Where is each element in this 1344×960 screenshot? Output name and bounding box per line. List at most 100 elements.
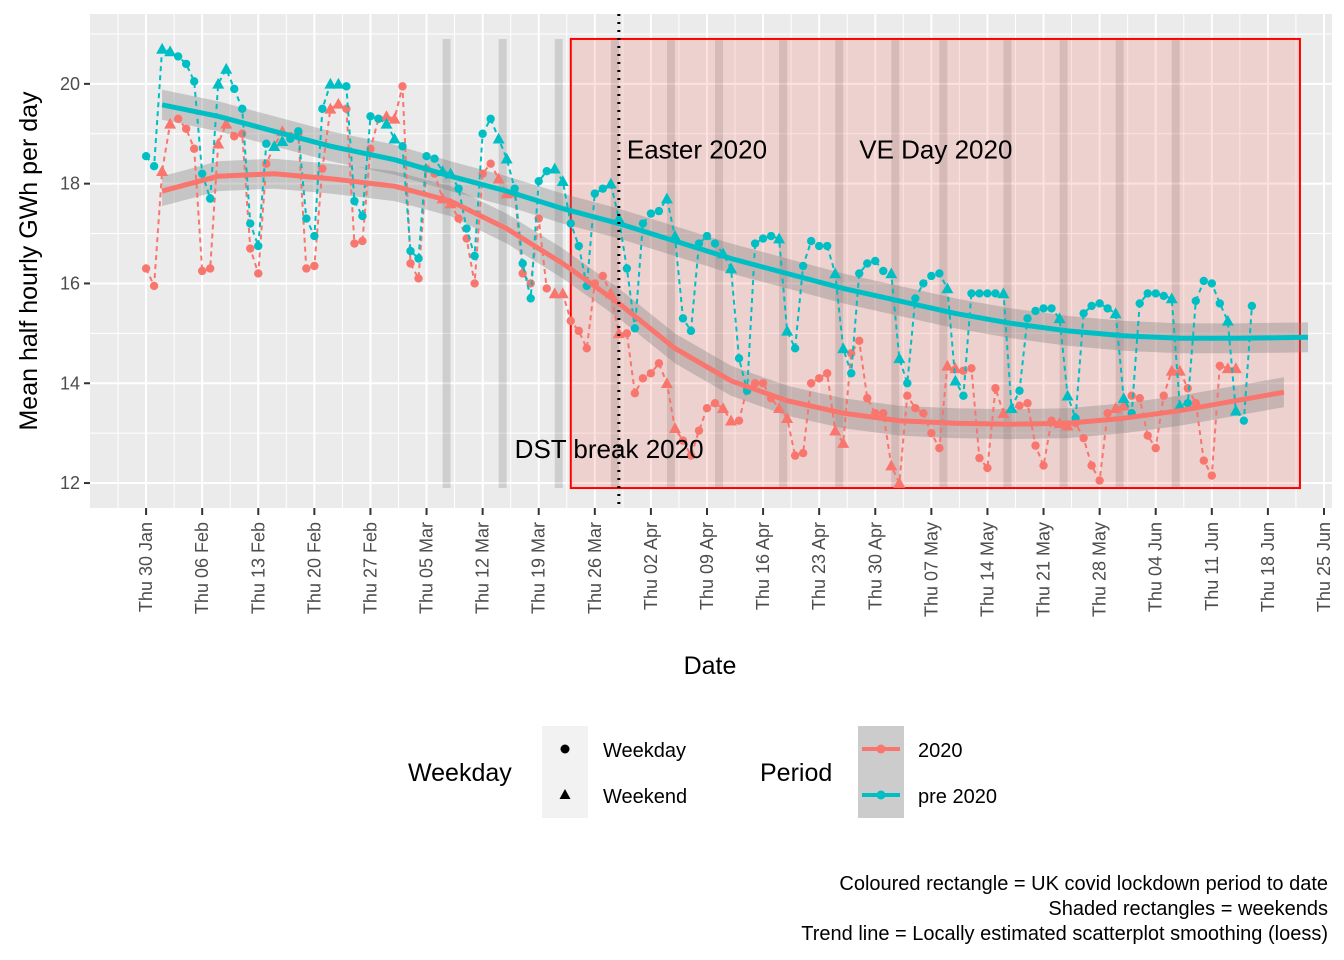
data-point-weekday <box>302 214 311 223</box>
data-point-weekday <box>919 408 928 418</box>
legend: Weekday Weekday Weekend Period 2020 pre … <box>408 726 997 818</box>
data-point-weekday <box>646 369 656 378</box>
data-point-weekday <box>975 289 984 298</box>
data-point-weekend <box>893 477 906 488</box>
data-point-weekend <box>212 137 225 149</box>
data-point-weekday <box>173 114 183 123</box>
data-point-weekend <box>220 117 233 129</box>
data-point-weekend <box>837 437 850 448</box>
data-point-weekend <box>500 152 513 164</box>
data-point-weekday <box>967 364 976 373</box>
data-point-weekend <box>380 110 393 122</box>
data-point-weekday <box>1183 399 1192 408</box>
data-point-weekday <box>1143 289 1152 298</box>
data-point-weekday <box>1207 279 1217 288</box>
data-point-weekend <box>380 117 393 129</box>
data-point-weekday <box>590 189 600 198</box>
data-point-weekday <box>750 379 760 388</box>
data-point-weekday <box>526 294 535 303</box>
data-point-weekday <box>1095 476 1104 485</box>
x-tick-label: Thu 27 Feb <box>360 522 380 614</box>
data-point-weekday <box>566 316 575 326</box>
data-point-weekend <box>660 377 673 389</box>
data-point-weekday <box>197 169 207 178</box>
data-point-weekday <box>470 279 479 288</box>
x-tick-label: Thu 09 Apr <box>697 522 717 610</box>
data-point-weekend <box>717 402 730 414</box>
data-point-weekend <box>668 422 681 433</box>
data-point-weekday <box>1135 299 1144 308</box>
data-point-weekend <box>324 102 337 114</box>
data-point-weekend <box>1117 399 1130 411</box>
data-point-weekday <box>1031 306 1040 316</box>
x-tick-label: Thu 11 Jun <box>1202 522 1222 611</box>
weekend-rectangle <box>1115 38 1124 489</box>
legend-weekday-label: Weekday <box>603 740 686 762</box>
data-point-weekday <box>598 271 608 281</box>
data-point-weekday <box>1135 394 1144 403</box>
data-point-weekday <box>790 451 800 460</box>
data-point-weekday <box>230 132 239 141</box>
data-point-weekday <box>406 246 415 256</box>
data-point-weekday <box>822 369 832 378</box>
data-point-weekend <box>949 374 962 386</box>
data-point-weekday <box>927 271 936 281</box>
data-point-weekday <box>1087 301 1096 311</box>
data-point-weekday <box>1151 289 1160 298</box>
data-point-weekday <box>806 236 816 246</box>
data-point-weekend <box>829 424 842 436</box>
weekend-rectangle <box>939 38 948 489</box>
data-point-weekend <box>388 132 401 144</box>
data-point-weekday <box>173 52 183 61</box>
data-point-weekend <box>492 132 505 144</box>
legend-2020-label: 2020 <box>918 740 963 762</box>
data-point-weekday <box>1047 304 1056 313</box>
weekend-shading <box>442 38 1180 489</box>
x-tick-label: Thu 05 Mar <box>417 522 437 614</box>
data-point-weekday <box>582 344 591 353</box>
data-point-weekend <box>773 232 786 244</box>
trend-lines <box>161 102 1309 427</box>
data-point-weekday <box>454 184 463 193</box>
data-point-weekday <box>847 369 856 378</box>
data-point-weekday <box>486 159 495 168</box>
data-point-weekday <box>863 259 872 268</box>
data-point-weekend <box>885 267 898 279</box>
data-point-weekday <box>855 269 864 278</box>
data-point-weekday <box>1247 301 1257 311</box>
data-point-weekday <box>919 279 928 288</box>
data-point-weekday <box>630 324 640 333</box>
data-point-weekend <box>1165 364 1178 376</box>
data-point-weekday <box>646 209 656 218</box>
x-tick-label: Thu 04 Jun <box>1146 522 1166 612</box>
data-point-weekday <box>935 269 944 278</box>
data-point-weekend <box>1165 292 1178 304</box>
data-point-weekend <box>1221 314 1234 326</box>
legend-weekend-label: Weekend <box>603 786 687 808</box>
data-point-weekday <box>414 274 423 283</box>
x-tick-label: Thu 23 Apr <box>809 522 829 610</box>
legend-shape-title: Weekday <box>408 759 512 787</box>
data-point-weekday <box>1023 314 1032 323</box>
data-point-weekday <box>1199 456 1208 465</box>
data-point-weekday <box>1207 471 1217 480</box>
weekend-rectangle <box>1059 38 1068 489</box>
data-point-weekend <box>997 287 1010 299</box>
weekend-rectangle <box>779 38 788 489</box>
data-point-weekend <box>604 177 617 189</box>
legend-color-keys <box>858 726 904 818</box>
data-point-weekday <box>414 254 423 263</box>
data-point-weekend <box>725 262 738 274</box>
data-point-weekend <box>837 342 850 354</box>
x-tick-label: Thu 30 Apr <box>865 522 885 610</box>
data-point-weekday <box>189 77 199 86</box>
data-point-weekday <box>927 428 936 438</box>
data-point-weekday <box>149 161 159 171</box>
weekend-rectangle <box>835 38 844 489</box>
data-point-weekend <box>1229 404 1242 416</box>
data-point-weekday <box>798 448 808 458</box>
data-point-weekday <box>1239 416 1249 425</box>
data-point-weekday <box>318 164 327 173</box>
data-point-weekday <box>702 231 712 241</box>
data-point-weekday <box>141 264 151 273</box>
